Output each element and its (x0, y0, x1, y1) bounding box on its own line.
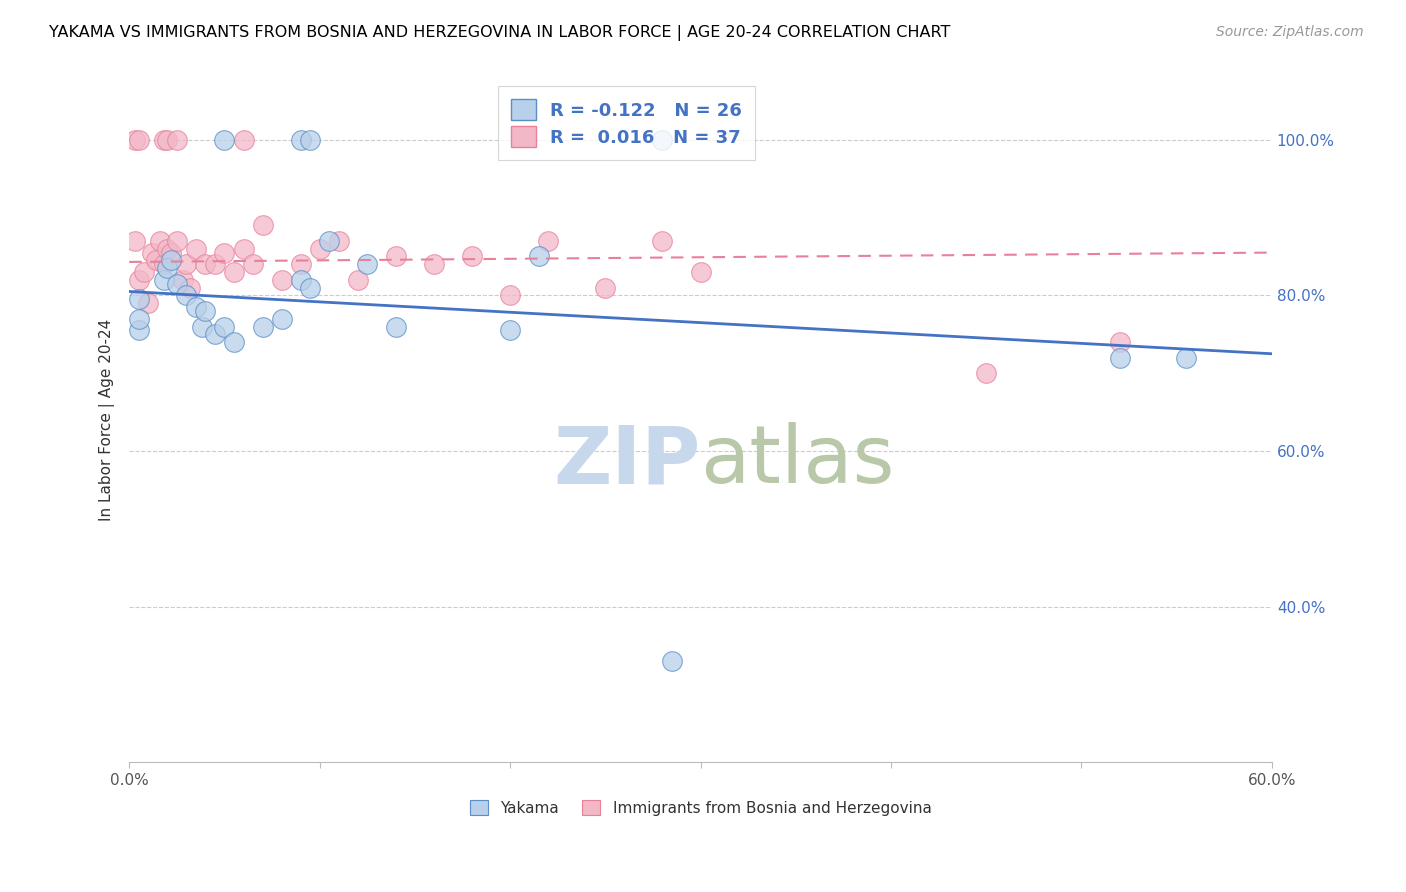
Point (176, 257, 198, 271)
Point (689, 265, 711, 279)
Point (152, 257, 174, 271)
Point (152, 133, 174, 147)
Point (356, 257, 378, 271)
Point (651, 133, 673, 147)
Point (537, 234, 560, 248)
Legend: Yakama, Immigrants from Bosnia and Herzegovina: Yakama, Immigrants from Bosnia and Herze… (463, 792, 939, 823)
Point (184, 300, 207, 314)
Point (128, 293, 150, 307)
Point (346, 273, 368, 287)
Text: Source: ZipAtlas.com: Source: ZipAtlas.com (1216, 25, 1364, 39)
Point (290, 133, 312, 147)
Point (134, 265, 156, 279)
Point (184, 242, 207, 256)
Point (1108, 335, 1130, 350)
Point (661, 654, 683, 668)
Point (1108, 351, 1130, 365)
Point (232, 242, 254, 256)
Point (252, 319, 274, 334)
Point (160, 253, 183, 268)
Point (190, 319, 212, 334)
Text: ZIP: ZIP (554, 422, 700, 500)
Point (299, 133, 322, 147)
Point (318, 234, 340, 248)
Point (214, 245, 236, 260)
Point (194, 304, 217, 318)
Point (128, 311, 150, 326)
Point (651, 234, 673, 248)
Point (214, 133, 236, 147)
Point (166, 234, 188, 248)
Point (385, 319, 408, 334)
Point (124, 234, 146, 248)
Point (128, 323, 150, 337)
Point (204, 257, 226, 271)
Point (204, 327, 226, 342)
Text: YAKAMA VS IMMIGRANTS FROM BOSNIA AND HERZEGOVINA IN LABOR FORCE | AGE 20-24 CORR: YAKAMA VS IMMIGRANTS FROM BOSNIA AND HER… (49, 25, 950, 41)
Point (194, 257, 217, 271)
Y-axis label: In Labor Force | Age 20-24: In Labor Force | Age 20-24 (100, 318, 115, 521)
Point (136, 296, 159, 310)
Point (299, 280, 322, 294)
Point (270, 311, 292, 326)
Point (156, 133, 179, 147)
Text: atlas: atlas (700, 422, 896, 500)
Point (290, 273, 312, 287)
Point (270, 273, 292, 287)
Point (242, 257, 264, 271)
Point (290, 257, 312, 271)
Point (308, 242, 330, 256)
Point (1175, 351, 1198, 365)
Point (128, 133, 150, 147)
Point (461, 250, 484, 264)
Point (172, 273, 194, 287)
Point (166, 277, 188, 291)
Point (160, 245, 183, 260)
Point (595, 280, 617, 294)
Point (166, 133, 188, 147)
Point (252, 219, 274, 233)
Point (222, 335, 245, 350)
Point (141, 245, 163, 260)
Point (222, 265, 245, 279)
Point (128, 273, 150, 287)
Point (232, 133, 254, 147)
Point (527, 250, 550, 264)
Point (152, 273, 174, 287)
Point (328, 234, 350, 248)
Point (499, 288, 522, 302)
Point (179, 280, 201, 294)
Point (176, 288, 198, 302)
Point (124, 133, 146, 147)
Point (385, 250, 408, 264)
Point (149, 234, 172, 248)
Point (974, 366, 997, 380)
Point (499, 323, 522, 337)
Point (156, 242, 179, 256)
Point (156, 261, 179, 276)
Point (145, 253, 167, 268)
Point (214, 319, 236, 334)
Point (423, 257, 446, 271)
